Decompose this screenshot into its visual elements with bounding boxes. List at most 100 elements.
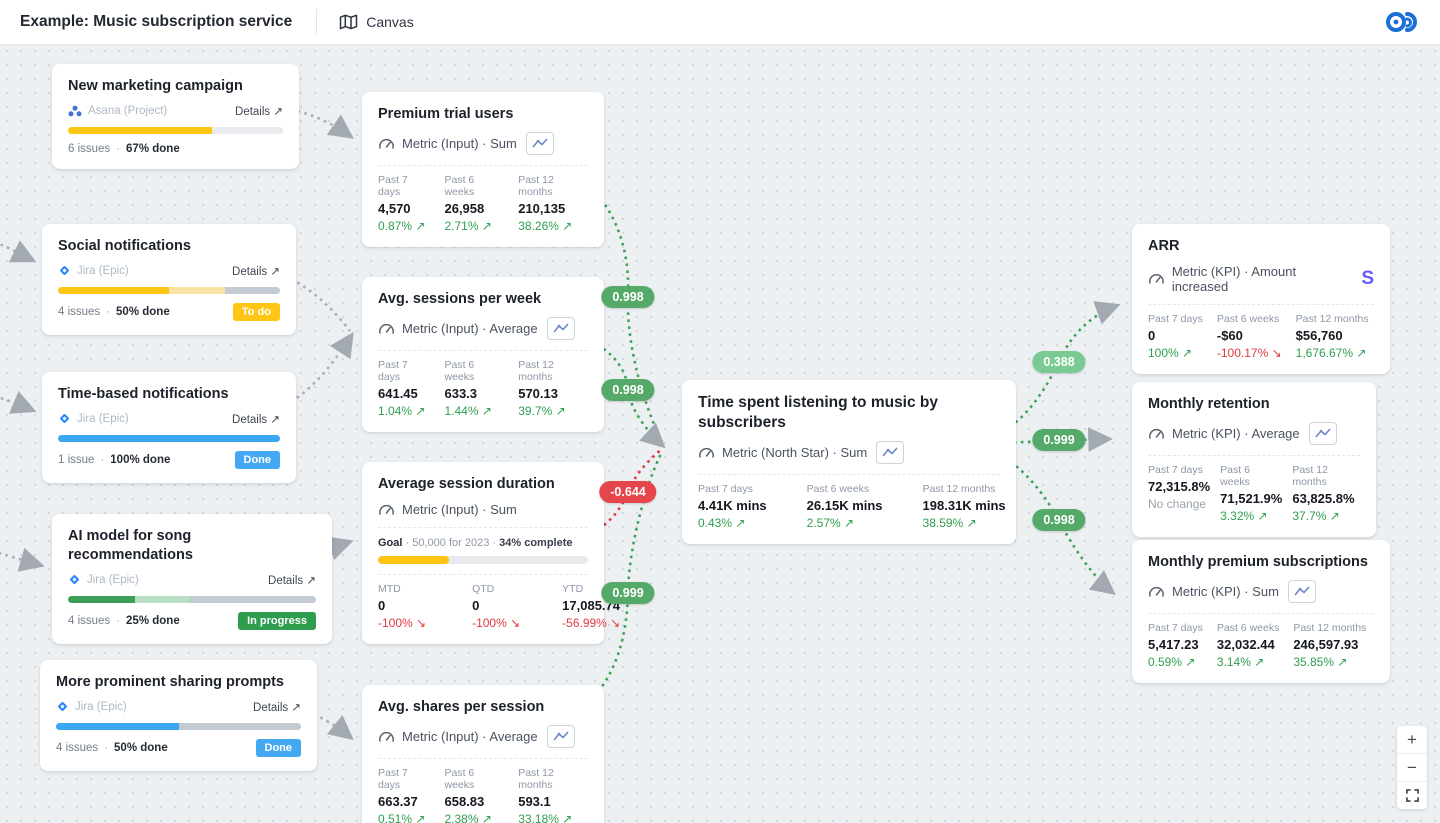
details-link[interactable]: Details ↗ (232, 413, 280, 426)
progress-bar (68, 126, 283, 134)
details-link[interactable]: Details ↗ (232, 265, 280, 278)
work-card-ai-model-song-recommendations[interactable]: AI model for song recommendations Jira (… (52, 514, 332, 644)
metric-card-avg-shares-per-session[interactable]: Avg. shares per session Metric (Input) ·… (362, 685, 604, 823)
percent-done: 67% done (126, 142, 180, 155)
metric-card-avg-sessions-per-week[interactable]: Avg. sessions per week Metric (Input) · … (362, 277, 604, 432)
progress-bar (58, 434, 280, 442)
correlation-label[interactable]: 0.998 (1032, 509, 1086, 531)
stat-column: Past 6 weeks 658.83 2.38% ↗ (444, 766, 492, 823)
goal-progress-bar (378, 555, 588, 564)
stat-column: Past 7 days 72,315.8% No change (1148, 463, 1211, 511)
chart-icon[interactable] (546, 724, 575, 748)
metric-card-monthly-retention[interactable]: Monthly retention Metric (KPI) · Average… (1132, 382, 1376, 537)
jira-icon (60, 266, 69, 276)
status-badge: To do (232, 302, 280, 321)
card-title: Premium trial users (378, 106, 514, 122)
details-link[interactable]: Details ↗ (235, 105, 283, 118)
work-card-social-notifications[interactable]: Social notifications Jira (Epic) Details… (42, 224, 296, 335)
status-badge: Done (255, 738, 301, 757)
correlation-label[interactable]: 0.999 (1032, 429, 1086, 451)
card-title: Avg. sessions per week (378, 291, 542, 307)
source-label: Jira (Epic) (75, 700, 127, 713)
stat-column: Past 12 months 63,825.8% 37.7% ↗ (1292, 463, 1355, 523)
source-label: Jira (Epic) (87, 573, 139, 586)
metric-card-arr[interactable]: ARR Metric (KPI) · Amount increased S Pa… (1132, 224, 1390, 374)
progress-bar (56, 722, 301, 730)
metric-type-label: Metric (KPI) · Amount increased (1171, 263, 1297, 294)
percent-done: 100% done (110, 453, 171, 466)
fullscreen-icon (1405, 789, 1419, 802)
top-bar: Example: Music subscription service Canv… (0, 0, 1440, 45)
stat-column: MTD 0 -100% ↘ (378, 582, 427, 630)
correlation-label[interactable]: -0.644 (599, 481, 657, 503)
metric-card-monthly-premium-subscriptions[interactable]: Monthly premium subscriptions Metric (KP… (1132, 540, 1390, 683)
correlation-label[interactable]: 0.999 (601, 582, 655, 604)
issue-count: 4 issues (56, 741, 99, 754)
stat-column: Past 6 weeks -$60 -100.17% ↘ (1216, 312, 1282, 360)
card-title: ARR (1148, 238, 1180, 254)
card-title: New marketing campaign (68, 78, 243, 94)
gauge-icon (1149, 428, 1164, 439)
workspace-title: Example: Music subscription service (20, 13, 293, 30)
progress-bar (58, 286, 280, 294)
stat-column: Past 7 days 4,570 0.87% ↗ (378, 173, 426, 233)
issue-count: 1 issue (58, 453, 95, 466)
chart-icon[interactable] (525, 131, 554, 155)
issue-count: 4 issues (58, 305, 101, 318)
stat-column: Past 12 months 246,597.93 35.85% ↗ (1293, 621, 1367, 669)
progress-bar (68, 595, 316, 603)
metric-type-label: Metric (Input) · Average (402, 728, 538, 744)
stat-column: QTD 0 -100% ↘ (472, 582, 521, 630)
asana-icon (68, 105, 82, 117)
stat-column: Past 7 days 0 100% ↗ (1148, 312, 1203, 360)
chart-icon[interactable] (1308, 421, 1337, 445)
stat-column: Past 7 days 663.37 0.51% ↗ (378, 766, 426, 823)
fullscreen-button[interactable] (1397, 781, 1427, 809)
tab-canvas-label: Canvas (366, 14, 414, 30)
goal-row: Goal · 50,000 for 2023 · 34% complete (378, 526, 588, 549)
metric-card-time-spent-listening[interactable]: Time spent listening to music by subscri… (682, 380, 1016, 545)
metric-card-average-session-duration[interactable]: Average session duration Metric (Input) … (362, 462, 620, 644)
work-card-more-prominent-sharing-prompts[interactable]: More prominent sharing prompts Jira (Epi… (40, 660, 317, 771)
zoom-out-button[interactable]: − (1397, 753, 1427, 781)
metric-type-label: Metric (KPI) · Sum (1172, 583, 1279, 599)
header-divider (316, 9, 318, 35)
jira-icon (58, 702, 67, 712)
work-card-new-marketing-campaign[interactable]: New marketing campaign Asana (Project) D… (52, 64, 299, 169)
gauge-icon (379, 504, 394, 515)
stat-column: Past 6 weeks 26,958 2.71% ↗ (444, 173, 492, 233)
details-link[interactable]: Details ↗ (253, 701, 301, 714)
stat-column: Past 6 weeks 633.3 1.44% ↗ (444, 358, 492, 418)
zoom-controls: + − (1397, 726, 1427, 809)
metric-card-premium-trial-users[interactable]: Premium trial users Metric (Input) · Sum… (362, 92, 604, 247)
stat-column: Past 12 months $56,760 1,676.67% ↗ (1295, 312, 1369, 360)
stat-column: Past 6 weeks 71,521.9% 3.32% ↗ (1220, 463, 1283, 523)
card-title: Monthly premium subscriptions (1148, 554, 1368, 570)
jira-icon (60, 414, 69, 424)
doubleloop-logo-icon[interactable] (1384, 9, 1422, 35)
metric-type-label: Metric (Input) · Average (402, 320, 538, 336)
stat-column: Past 7 days 4.41K mins 0.43% ↗ (698, 483, 767, 531)
status-badge: Done (234, 450, 280, 469)
correlation-label[interactable]: 0.388 (1032, 351, 1086, 373)
metric-type-label: Metric (KPI) · Average (1172, 425, 1300, 441)
issue-count: 4 issues (68, 614, 111, 627)
work-card-time-based-notifications[interactable]: Time-based notifications Jira (Epic) Det… (42, 372, 296, 483)
chart-icon[interactable] (1287, 579, 1316, 603)
card-title: Avg. shares per session (378, 699, 545, 715)
details-link[interactable]: Details ↗ (268, 574, 316, 587)
correlation-label[interactable]: 0.998 (601, 379, 655, 401)
jira-icon (70, 575, 79, 585)
stat-column: Past 7 days 641.45 1.04% ↗ (378, 358, 426, 418)
card-title: Social notifications (58, 238, 191, 254)
metric-type-label: Metric (North Star) · Sum (722, 445, 868, 461)
chart-icon[interactable] (546, 316, 575, 340)
correlation-label[interactable]: 0.998 (601, 286, 655, 308)
zoom-in-button[interactable]: + (1397, 726, 1427, 753)
chart-icon[interactable] (876, 441, 905, 465)
stat-column: Past 12 months 593.1 33.18% ↗ (518, 766, 573, 823)
card-title: More prominent sharing prompts (56, 674, 284, 690)
tab-canvas[interactable]: Canvas (317, 14, 414, 30)
stripe-icon: S (1361, 268, 1374, 290)
card-title: Monthly retention (1148, 396, 1270, 412)
